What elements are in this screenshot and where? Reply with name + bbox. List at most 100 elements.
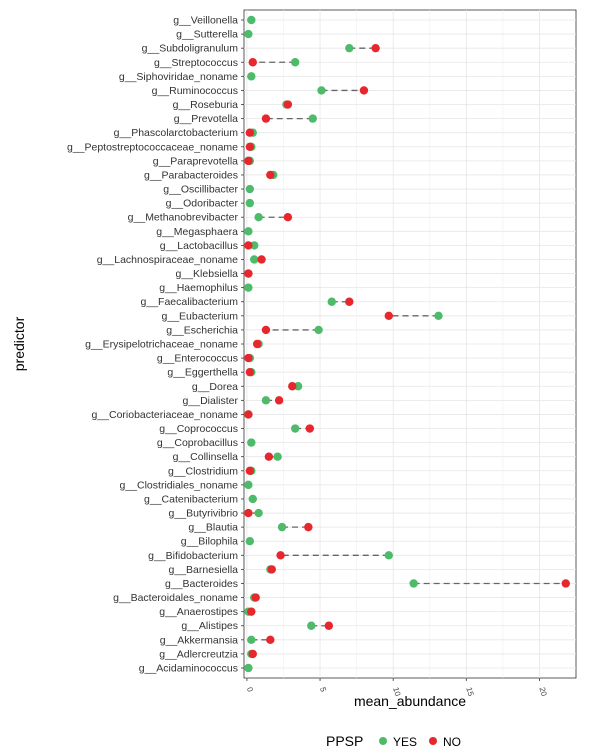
point-yes <box>244 29 253 39</box>
point-no <box>274 396 284 405</box>
point-yes <box>247 438 256 447</box>
y-tick-label: g__Adlercreutzia <box>159 648 238 660</box>
legend-yes-marker <box>379 737 387 745</box>
y-tick-label: g__Peptostreptococcaceae_noname <box>67 141 238 153</box>
y-tick-label: g__Subdoligranulum <box>142 43 239 55</box>
point-yes <box>244 663 253 673</box>
y-tick-label: g__Paraprevotella <box>153 155 238 167</box>
y-tick-label: g__Acidaminococcus <box>139 663 238 675</box>
point-no <box>251 593 260 602</box>
y-tick-label: g__Bifidobacterium <box>148 550 238 562</box>
legend-yes-label: YES <box>393 735 417 749</box>
y-tick-label: g__Clostridiales_noname <box>120 479 239 491</box>
point-yes <box>247 72 256 81</box>
point-yes <box>327 297 336 306</box>
point-yes <box>247 635 256 645</box>
legend-no-label: NO <box>443 735 461 749</box>
point-yes <box>244 283 253 292</box>
point-yes <box>314 325 323 335</box>
data-points <box>244 15 570 673</box>
x-axis: 0 5 10 15 20 <box>245 678 549 698</box>
y-tick-label: g__Parabacteroides <box>144 169 238 181</box>
point-no <box>244 508 253 518</box>
y-tick-label: g__Catenibacterium <box>144 493 238 505</box>
point-no <box>244 410 253 419</box>
y-tick-label: g__Klebsiella <box>176 268 239 280</box>
point-yes <box>254 213 263 222</box>
y-tick-label: g__Streptococcus <box>154 57 238 69</box>
y-tick-label: g__Bacteroides <box>165 578 238 590</box>
y-tick-label: g__Methanobrevibacter <box>128 212 239 224</box>
point-yes <box>277 522 287 532</box>
point-no <box>245 128 255 137</box>
x-tick-label: 15 <box>464 686 475 697</box>
point-no <box>283 213 293 222</box>
point-no <box>244 269 253 278</box>
y-tick-label: g__Coprococcus <box>159 423 238 435</box>
point-no <box>261 325 271 335</box>
y-tick-label: g__Prevotella <box>174 113 238 125</box>
point-yes <box>317 86 326 95</box>
point-no <box>261 114 271 123</box>
legend-no-marker <box>429 737 437 745</box>
point-no <box>244 353 253 363</box>
point-yes <box>245 198 255 208</box>
x-tick-label: 20 <box>538 686 549 697</box>
point-no <box>324 621 334 630</box>
y-tick-label: g__Butyrivibrio <box>169 508 239 520</box>
y-tick-label: g__Veillonella <box>173 15 238 27</box>
point-no <box>244 241 253 250</box>
y-tick-label: g__Odoribacter <box>166 198 239 210</box>
y-tick-label: g__Coriobacteriaceae_noname <box>91 409 238 421</box>
x-tick-label: 0 <box>245 686 255 693</box>
point-no <box>245 142 255 151</box>
point-no <box>561 579 570 588</box>
point-yes <box>384 551 393 560</box>
point-no <box>248 58 257 67</box>
y-tick-label: g__Eggerthella <box>167 367 238 379</box>
y-tick-label: g__Anaerostipes <box>159 606 238 618</box>
y-tick-label: g__Erysipelotrichaceae_noname <box>85 339 238 351</box>
point-no <box>245 466 255 475</box>
point-yes <box>290 58 300 67</box>
point-no <box>245 367 255 377</box>
point-yes <box>245 184 255 194</box>
point-yes <box>244 227 253 236</box>
point-no <box>371 43 380 53</box>
y-tick-label: g__Sutterella <box>176 29 238 41</box>
point-yes <box>307 621 316 630</box>
point-yes <box>244 480 253 490</box>
y-tick-label: g__Blautia <box>188 522 238 534</box>
y-axis-title: predictor <box>11 316 27 371</box>
point-no <box>266 170 275 180</box>
y-tick-label: g__Clostridium <box>168 465 238 477</box>
point-no <box>283 100 293 109</box>
y-tick-label: g__Enterococcus <box>157 353 238 365</box>
point-yes <box>250 255 259 264</box>
point-yes <box>248 494 257 504</box>
y-tick-label: g__Collinsella <box>173 451 239 463</box>
point-no <box>305 424 315 433</box>
point-yes <box>245 537 255 546</box>
y-tick-label: g__Escherichia <box>166 324 238 336</box>
y-tick-label: g__Faecalibacterium <box>141 296 239 308</box>
point-no <box>266 635 275 645</box>
y-tick-label: g__Alistipes <box>181 620 238 632</box>
point-no <box>276 551 285 560</box>
point-no <box>345 297 354 306</box>
y-tick-label: g__Bilophila <box>181 536 238 548</box>
y-tick-label: g__Phascolarctobacterium <box>114 127 239 139</box>
y-tick-label: g__Coprobacillus <box>157 437 238 449</box>
point-yes <box>290 424 300 433</box>
legend-title: PPSP <box>326 733 363 749</box>
y-tick-label: g__Haemophilus <box>159 282 238 294</box>
point-no <box>267 565 276 574</box>
y-tick-label: g__Lactobacillus <box>160 240 238 252</box>
point-yes <box>254 508 263 518</box>
point-yes <box>247 15 256 25</box>
y-tick-label: g__Lachnospiraceae_noname <box>97 254 238 266</box>
x-axis-title: mean_abundance <box>354 693 466 709</box>
point-no <box>384 311 393 321</box>
point-no <box>244 156 253 166</box>
